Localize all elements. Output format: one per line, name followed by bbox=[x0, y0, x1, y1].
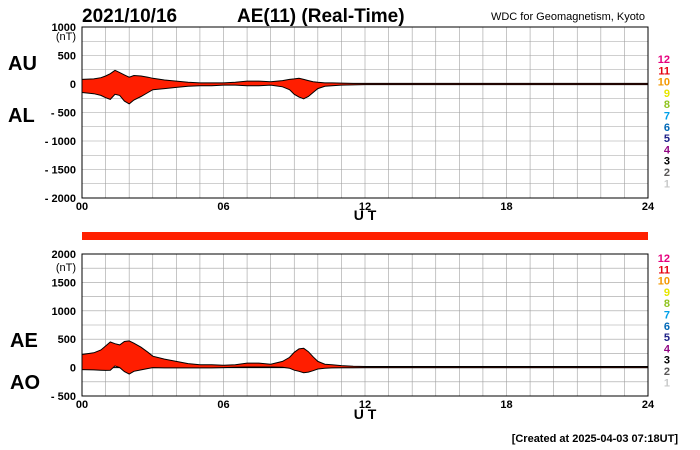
au-al-y-tick-label: 500 bbox=[58, 51, 76, 63]
ae-ao-grid bbox=[82, 254, 648, 396]
au-al-y-tick-label: - 1000 bbox=[45, 136, 76, 148]
au-al-station-count-7: 7 bbox=[664, 111, 670, 123]
au-al-y-tick-label: - 2000 bbox=[45, 193, 76, 205]
ae-ao-x-tick-label: 06 bbox=[217, 399, 229, 411]
ae-ao-station-count-1: 1 bbox=[664, 377, 670, 389]
ae-ao-station-count-12: 12 bbox=[658, 253, 670, 265]
ae-series-line bbox=[81, 340, 648, 367]
au-al-plot-frame bbox=[81, 26, 649, 199]
ae-ao-x-tick-label: 12 bbox=[359, 399, 371, 411]
ae-ao-station-count-6: 6 bbox=[664, 321, 670, 333]
au-al-station-count-10: 10 bbox=[658, 77, 670, 89]
au-al-station-count-4: 4 bbox=[664, 144, 671, 156]
ae-ao-station-count-10: 10 bbox=[658, 276, 670, 288]
ao-series-line bbox=[81, 365, 648, 375]
ao-label: AO bbox=[10, 372, 40, 394]
ae-ao-y-tick-label: 1000 bbox=[52, 306, 76, 318]
ae-ao-y-tick-label: 2000 bbox=[52, 249, 76, 261]
au-al-x-label: U T bbox=[354, 207, 377, 223]
ae-ao-station-count-11: 11 bbox=[658, 264, 670, 276]
au-al-y-tick-label: 0 bbox=[70, 79, 76, 91]
au-al-station-count-11: 11 bbox=[658, 65, 670, 77]
ae-ao-y-tick-label: - 500 bbox=[51, 391, 76, 403]
au-al-grid bbox=[82, 27, 648, 198]
au-al-areas bbox=[81, 69, 648, 105]
ae-ao-x-tick-label: 24 bbox=[642, 399, 655, 411]
ae-ao-y-tick-label: 1500 bbox=[52, 277, 76, 289]
au-al-y-tick-label: - 1500 bbox=[45, 165, 76, 177]
ae-ao-station-count-2: 2 bbox=[664, 366, 670, 378]
al-label: AL bbox=[8, 105, 35, 127]
au-al-station-count-2: 2 bbox=[664, 167, 670, 179]
ae-ao-y-tick-label: 500 bbox=[58, 334, 76, 346]
ae-ao-x-ticks: 00 06 12 18 24 bbox=[76, 399, 655, 411]
au-al-x-tick-label: 06 bbox=[217, 201, 229, 213]
ae-ao-station-count-3: 3 bbox=[664, 355, 670, 367]
au-al-y-tick-label: 1000 bbox=[52, 22, 76, 34]
ae-ao-areas bbox=[81, 340, 648, 375]
ae-ao-x-tick-label: 18 bbox=[500, 399, 512, 411]
au-al-station-count-12: 12 bbox=[658, 54, 670, 66]
au-al-station-count-3: 3 bbox=[664, 156, 670, 168]
au-al-station-count-9: 9 bbox=[664, 88, 670, 100]
data-coverage-bar bbox=[82, 232, 648, 240]
ae-ao-x-label: U T bbox=[354, 406, 377, 422]
ae-ao-y-ticks: 2000 1500 1000 500 0 - 500 bbox=[51, 249, 76, 403]
ae-ao-station-count-7: 7 bbox=[664, 310, 670, 322]
au-series-line bbox=[81, 69, 648, 84]
au-label: AU bbox=[8, 53, 37, 75]
ae-label: AE bbox=[10, 330, 38, 352]
al-series-line bbox=[81, 84, 648, 105]
au-al-y-unit: (nT) bbox=[56, 31, 76, 43]
ae-ao-y-unit: (nT) bbox=[56, 262, 76, 274]
chart-title: AE(11) (Real-Time) bbox=[237, 6, 405, 27]
ae-ao-station-count-9: 9 bbox=[664, 287, 670, 299]
au-al-station-count-1: 1 bbox=[664, 178, 670, 190]
au-al-x-tick-label: 18 bbox=[500, 201, 512, 213]
au-al-station-count-5: 5 bbox=[664, 133, 670, 145]
created-timestamp: [Created at 2025-04-03 07:18UT] bbox=[512, 433, 679, 445]
ae-ao-station-count-8: 8 bbox=[664, 298, 670, 310]
au-al-y-ticks: 1000 500 0 - 500 - 1000 - 1500 - 2000 bbox=[45, 22, 76, 205]
ae-ao-station-count-4: 4 bbox=[664, 343, 671, 355]
ae-ao-x-tick-label: 00 bbox=[76, 399, 88, 411]
ae-ao-y-tick-label: 0 bbox=[70, 363, 76, 375]
au-al-station-count-8: 8 bbox=[664, 99, 670, 111]
au-al-x-tick-label: 24 bbox=[642, 201, 655, 213]
ae-ao-station-count-5: 5 bbox=[664, 332, 670, 344]
ae-ao-plot-frame bbox=[81, 253, 649, 397]
au-al-x-tick-label: 12 bbox=[359, 201, 371, 213]
source-label: WDC for Geomagnetism, Kyoto bbox=[491, 11, 645, 23]
date-label: 2021/10/16 bbox=[82, 6, 177, 27]
au-al-station-count-6: 6 bbox=[664, 122, 670, 134]
au-al-y-tick-label: - 500 bbox=[51, 108, 76, 120]
au-al-x-ticks: 00 06 12 18 24 bbox=[76, 201, 655, 213]
au-al-x-tick-label: 00 bbox=[76, 201, 88, 213]
